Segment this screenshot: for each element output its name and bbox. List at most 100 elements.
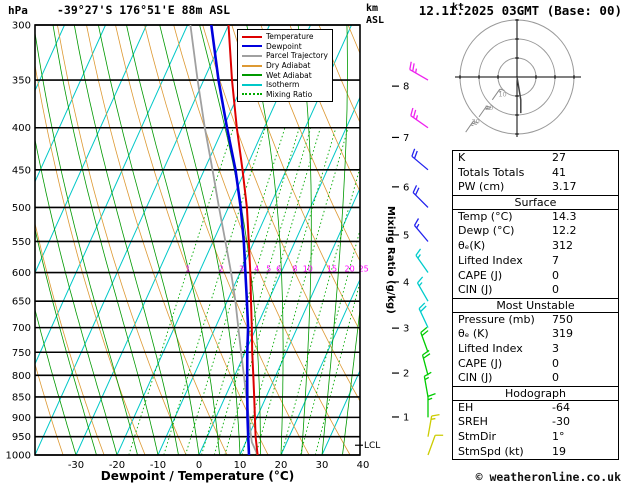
pressure-tick-labels: 300 350 400 450 500 550 600 650 700 750 800 850 900 9… [6,21,31,462]
stats-row: K 27 [453,151,618,166]
stat-label: EH [458,400,474,414]
svg-text:3: 3 [403,324,409,335]
svg-text:650: 650 [12,297,31,308]
stat-label: StmSpd (kt) [458,444,524,458]
stats-row: Lifted Index 7 [453,254,618,269]
svg-text:4: 4 [254,264,259,273]
wet-adiabats [35,25,360,455]
stats-row: EH -64 [453,401,618,416]
svg-text:1: 1 [403,412,409,423]
stat-value: 1° [552,430,565,444]
legend-item: Dewpoint [238,42,332,52]
temperature-curve [227,25,259,455]
svg-text:2: 2 [403,369,409,380]
svg-text:500: 500 [12,203,31,214]
dewpoint-curve [210,25,251,455]
legend-swatch-parcel-trajectory [242,54,262,57]
stats-row: CAPE (J) 0 [453,269,618,284]
stats-row: Temp (°C) 14.3 [453,210,618,225]
stat-value: 312 [552,239,573,253]
svg-text:7: 7 [403,133,409,144]
stat-label: SREH [458,415,488,429]
legend-swatch-isotherm [242,83,262,86]
stats-row: θₑ(K) 312 [453,239,618,254]
stats-row: θₑ (K) 319 [453,327,618,342]
dry-adiabats [35,25,360,455]
svg-text:6: 6 [403,182,409,193]
stats-row: SREH -30 [453,415,618,430]
copyright: © weatheronline.co.uk [475,470,621,484]
legend-label: Parcel Trajectory [266,51,328,61]
altitude-axis-unit-asl: ASL [366,15,385,26]
svg-text:8: 8 [292,264,297,273]
stat-value: 0 [552,371,559,385]
svg-text:400: 400 [12,123,31,134]
svg-text:850: 850 [12,392,31,403]
datetime-title: 12.11.2025 03GMT (Base: 00) [418,3,622,18]
stat-label: Lifted Index [458,253,523,267]
legend-label: Mixing Ratio [266,89,313,99]
svg-text:25: 25 [359,264,369,273]
stats-row: Totals Totals 41 [453,166,618,181]
stat-label: CIN (J) [458,371,493,385]
pressure-axis-unit: hPa [8,4,28,17]
stat-label: Pressure (mb) [458,312,535,326]
svg-text:10: 10 [498,90,506,98]
svg-text:750: 750 [12,348,31,359]
svg-text:10: 10 [303,264,313,273]
stats-row: StmSpd (kt) 19 [453,445,618,460]
svg-text:30: 30 [472,117,480,125]
stats-row: CAPE (J) 0 [453,357,618,372]
legend-label: Dewpoint [266,41,302,51]
stats-row: CIN (J) 0 [453,371,618,386]
stats-section-title: Hodograph [453,386,618,401]
sounding-profiles [189,25,259,455]
svg-text:6: 6 [276,264,281,273]
stat-value: 41 [552,165,566,179]
stat-label: Dewp (°C) [458,224,515,238]
chart-legend: Temperature Dewpoint Parcel Trajectory Dry … [237,29,333,103]
stats-table: K 27 Totals Totals 41 PW (cm) 3.17 Surface Temp… [452,150,619,461]
svg-text:10: 10 [234,460,247,471]
stat-value: 7 [552,253,559,267]
plot-border [34,24,361,456]
legend-item: Wet Adiabat [238,70,332,80]
stat-label: StmDir [458,430,497,444]
stat-label: CAPE (J) [458,356,503,370]
stat-value: -64 [552,400,570,414]
svg-text:450: 450 [12,165,31,176]
svg-text:300: 300 [12,21,31,32]
stat-value: 27 [552,151,566,164]
stat-value: 14.3 [552,209,577,223]
stat-label: PW (cm) [458,180,505,194]
stat-label: Lifted Index [458,341,523,355]
legend-label: Isotherm [266,80,300,90]
legend-item: Parcel Trajectory [238,51,332,61]
lcl-marker: LCL [355,441,380,451]
stat-value: 3 [552,341,559,355]
stats-row: Lifted Index 3 [453,342,618,357]
altitude-axis-unit-km: km [366,3,379,14]
stat-value: 0 [552,268,559,282]
legend-label: Dry Adiabat [266,61,311,71]
stat-value: 12.2 [552,224,577,238]
stats-section-title: Surface [453,195,618,210]
legend-swatch-mixing-ratio [242,93,262,96]
svg-text:600: 600 [12,268,31,279]
hodograph: 10 20 30 [455,19,581,137]
stat-value: 0 [552,356,559,370]
x-axis-label: Dewpoint / Temperature (°C) [100,469,295,483]
hodograph-ring-labels: 10 20 30 [472,90,507,125]
mixing-ratio-axis-label: Mixing Ratio (g/kg) [385,206,396,314]
stats-row: Dewp (°C) 12.2 [453,224,618,239]
stat-value: 750 [552,312,573,326]
legend-swatch-dry-adiabat [242,64,262,67]
svg-text:30: 30 [316,460,329,471]
svg-text:20: 20 [345,264,355,273]
svg-text:-10: -10 [150,460,166,471]
stat-value: 319 [552,327,573,341]
stat-label: θₑ (K) [458,327,489,341]
legend-swatch-wet-adiabat [242,74,262,77]
svg-text:LCL: LCL [364,441,380,451]
